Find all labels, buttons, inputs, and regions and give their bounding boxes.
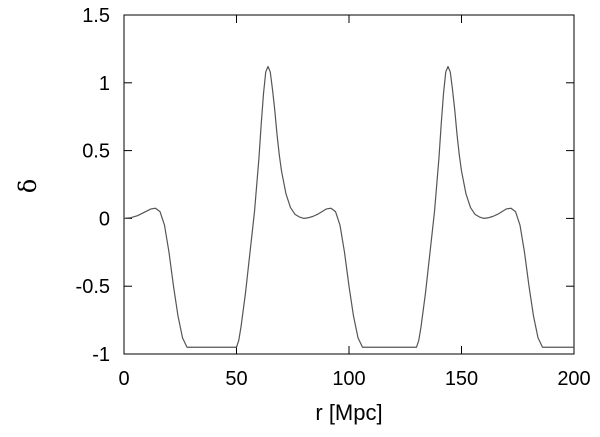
y-tick-label: -1 <box>92 344 110 366</box>
x-tick-label: 150 <box>445 368 478 390</box>
x-tick-label: 0 <box>118 368 129 390</box>
axes-box <box>123 14 575 355</box>
tick-labels: 0 50 100 150 200 -1 -0.5 0 0.5 1 1.5 <box>76 5 591 390</box>
x-axis-label: r [Mpc] <box>315 400 382 425</box>
x-tick-label: 200 <box>557 368 590 390</box>
y-tick-label: -0.5 <box>76 276 110 298</box>
y-axis-label: δ <box>14 179 42 193</box>
series-line <box>123 65 574 348</box>
y-tick-label: 0 <box>99 208 110 230</box>
series-layer <box>123 65 574 348</box>
plot-frame <box>123 14 575 355</box>
y-tick-label: 0.5 <box>82 141 110 163</box>
x-tick-label: 100 <box>332 368 365 390</box>
x-tick-label: 50 <box>225 368 247 390</box>
y-tick-label: 1 <box>99 73 110 95</box>
ticks <box>123 14 575 355</box>
y-tick-label: 1.5 <box>82 5 110 27</box>
